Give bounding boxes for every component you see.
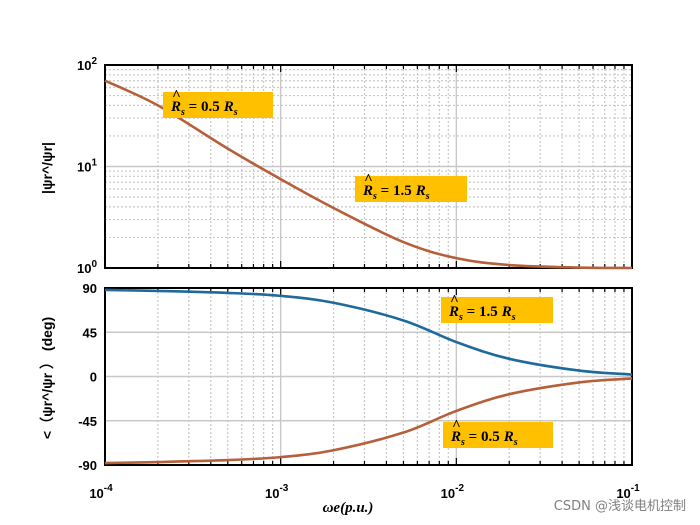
phase-series-line-orange	[104, 377, 633, 465]
annotation-rs-0.5-phase: Rs = 0.5 Rs^	[443, 418, 553, 448]
magnitude-series-line	[104, 79, 633, 270]
x-axis-label: ωe(p.u.)	[323, 500, 374, 516]
annotation-box	[163, 92, 273, 118]
watermark-text: CSDN @浅谈电机控制	[554, 499, 686, 514]
axes-frame-phase	[104, 287, 633, 466]
phase-series-line-blue	[104, 288, 633, 376]
axes-frame-magnitude	[104, 64, 633, 269]
x-tick-label: 10-1	[616, 483, 640, 501]
y-tick-label-phase: 90	[83, 281, 97, 296]
y-tick-label-phase: 45	[83, 325, 97, 340]
annotation-box	[443, 422, 553, 448]
hat-mark: ^	[452, 418, 461, 434]
hat-mark: ^	[172, 88, 181, 104]
y-axis-label-magnitude: |ψr^/ψr|	[39, 142, 55, 194]
y-tick-label-magnitude: 100	[77, 259, 97, 276]
y-tick-label-magnitude: 102	[77, 56, 97, 73]
annotation-box	[355, 176, 467, 202]
y-tick-label-phase: -45	[78, 414, 97, 429]
hat-mark: ^	[364, 172, 373, 188]
y-tick-label-phase: -90	[78, 458, 97, 473]
x-tick-label: 10-4	[89, 483, 113, 501]
y-tick-label-phase: 0	[90, 370, 97, 385]
annotation-rs-1.5-phase: Rs = 1.5 Rs^	[441, 293, 553, 323]
x-tick-label: 10-2	[441, 483, 465, 501]
annotation-rs-0.5-magnitude: Rs = 0.5 Rs^	[163, 88, 273, 118]
annotation-text: Rs = 1.5 Rs	[362, 183, 430, 202]
annotation-text: Rs = 1.5 Rs	[448, 304, 516, 323]
annotation-box	[441, 297, 553, 323]
annotation-text: Rs = 0.5 Rs	[450, 429, 518, 448]
hat-mark: ^	[450, 293, 459, 309]
grid-phase	[104, 288, 632, 465]
y-tick-label-magnitude: 101	[77, 158, 97, 175]
y-axis-label-phase: <（ψr^/ψr ） (deg)	[39, 317, 55, 439]
x-tick-label: 10-3	[265, 483, 289, 501]
annotation-text: Rs = 0.5 Rs	[170, 99, 238, 118]
annotation-rs-1.5-magnitude: Rs = 1.5 Rs^	[355, 172, 467, 202]
